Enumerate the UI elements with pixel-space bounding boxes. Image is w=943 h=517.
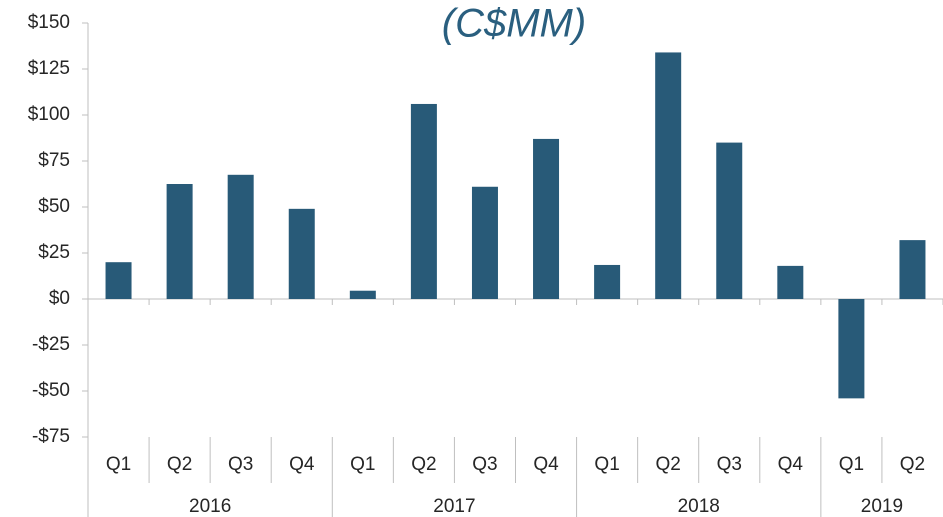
x-tick-label: Q1 (839, 454, 864, 475)
y-tick-label: -$25 (32, 334, 70, 355)
bar (655, 52, 682, 299)
y-tick-label: $25 (38, 242, 70, 263)
x-tick-label: Q2 (167, 454, 192, 475)
x-tick-label: Q2 (900, 454, 925, 475)
bar (594, 264, 621, 299)
bar (166, 184, 193, 299)
group-label: 2019 (861, 496, 903, 517)
chart-title: (C$MM) (442, 2, 586, 46)
x-tick-label: Q1 (594, 454, 619, 475)
x-tick-label: Q2 (655, 454, 680, 475)
x-tick-label: Q4 (533, 454, 559, 475)
bar (227, 174, 254, 299)
bar (288, 208, 315, 299)
bar (349, 290, 376, 299)
bar (716, 142, 743, 299)
group-label: 2016 (189, 496, 231, 517)
y-tick-label: $150 (28, 12, 70, 33)
x-tick-label: Q1 (350, 454, 375, 475)
y-tick-label: -$75 (32, 426, 70, 447)
bar (533, 138, 560, 299)
y-tick-label: $125 (28, 58, 70, 79)
bar (105, 262, 132, 299)
x-tick-label: Q2 (411, 454, 436, 475)
x-tick-label: Q1 (106, 454, 131, 475)
y-tick-label: $100 (28, 104, 70, 125)
bar (777, 265, 804, 299)
x-tick-label: Q3 (228, 454, 253, 475)
group-label: 2018 (678, 496, 720, 517)
y-tick-label: $0 (49, 288, 70, 309)
bar (838, 299, 865, 399)
y-tick-label: $75 (38, 150, 70, 171)
x-tick-label: Q4 (778, 454, 804, 475)
x-tick-label: Q4 (289, 454, 315, 475)
x-tick-label: Q3 (717, 454, 742, 475)
x-tick-label: Q3 (472, 454, 497, 475)
bar (899, 240, 926, 299)
y-tick-label: $50 (38, 196, 70, 217)
group-label: 2017 (433, 496, 475, 517)
y-tick-label: -$50 (32, 380, 70, 401)
bar (471, 186, 498, 299)
bar (410, 103, 437, 300)
